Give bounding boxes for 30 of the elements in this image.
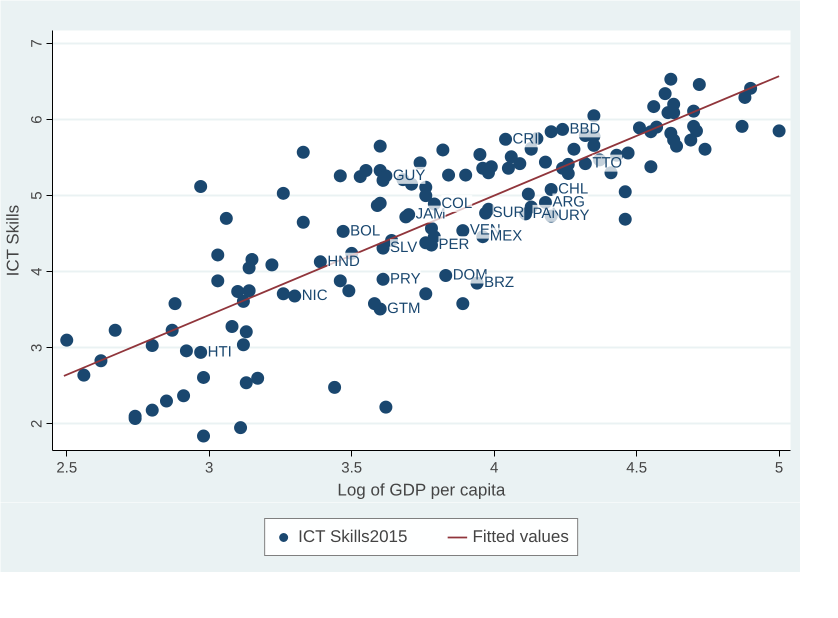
x-tick-label: 3: [205, 460, 214, 476]
annotation: CRI: [512, 130, 538, 148]
annotation: GTM: [387, 300, 421, 317]
annotation: PER: [438, 236, 470, 254]
legend-label: ICT Skills2015: [298, 527, 408, 547]
x-tick-label: 4.5: [626, 460, 648, 476]
y-tick-label: 5: [28, 191, 46, 200]
y-tick-label: 6: [28, 115, 46, 124]
y-tick-label: 2: [28, 420, 46, 428]
annotation: URY: [558, 207, 590, 224]
y-tick-label: 7: [28, 39, 46, 48]
annotation: HTI: [208, 343, 232, 360]
x-tick-label: 3.5: [341, 460, 362, 476]
annotation: TTO: [592, 154, 622, 172]
annotation: SUR: [492, 204, 524, 222]
annotation: SLV: [390, 239, 418, 256]
y-tick-label: 3: [28, 344, 46, 352]
annotation: HND: [327, 252, 360, 270]
legend-label: Fitted values: [472, 527, 569, 547]
annotation: NIC: [302, 287, 328, 304]
x-tick-label: 4: [490, 460, 498, 476]
x-axis-title: Log of GDP per capita: [337, 480, 506, 500]
annotation: BBD: [570, 120, 601, 138]
annotation: GUY: [392, 166, 426, 184]
x-tick-label: 2.5: [56, 460, 78, 476]
x-tick-label: 5: [774, 460, 784, 476]
annotation: BOL: [350, 222, 380, 240]
y-axis-title: ICT Skills: [4, 204, 22, 276]
annotation: PRY: [390, 270, 421, 288]
y-tick-label: 4: [28, 268, 46, 276]
